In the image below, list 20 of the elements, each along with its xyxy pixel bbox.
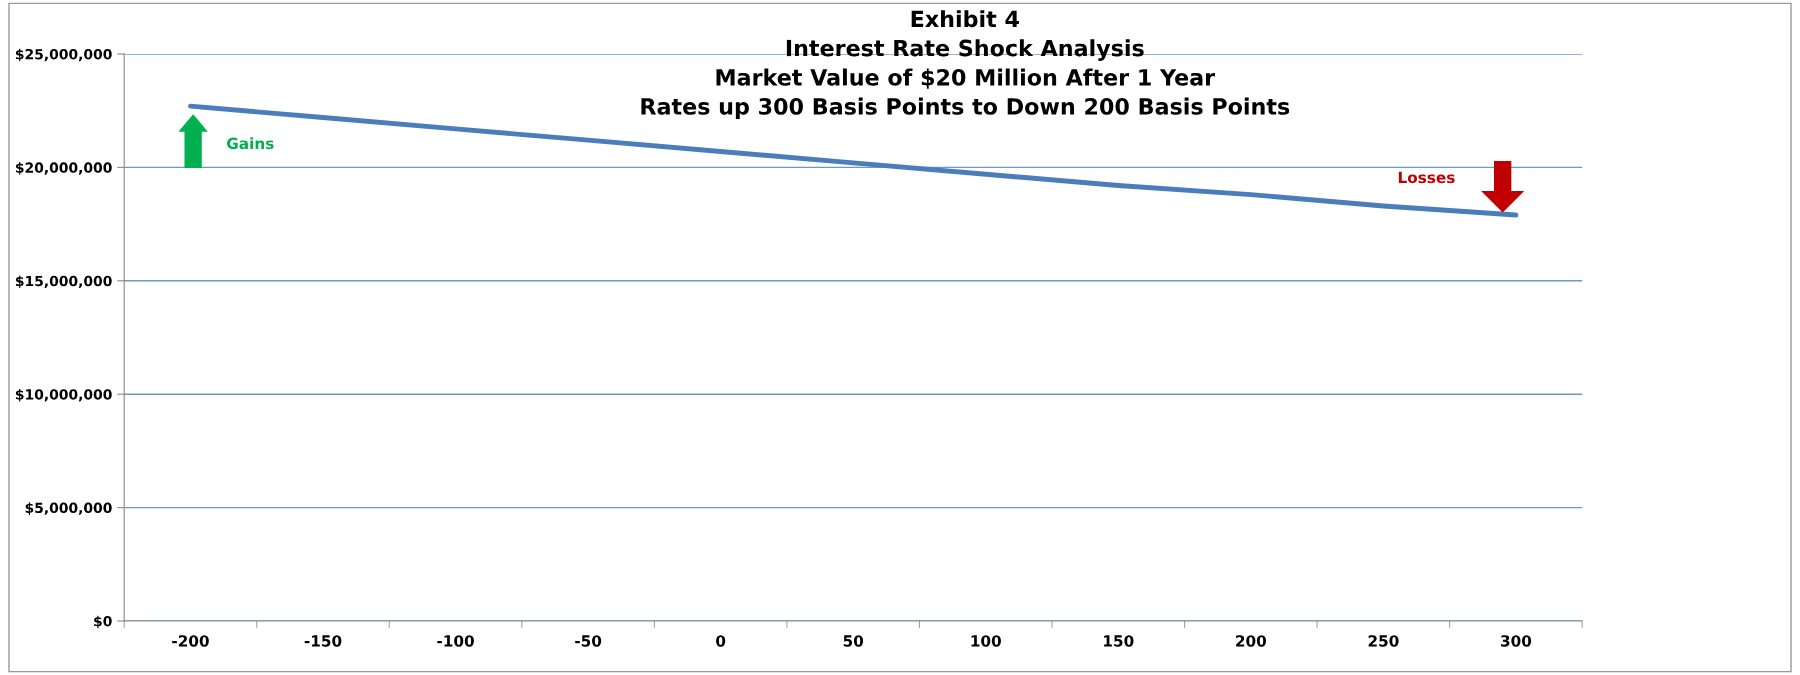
x-tick-label: 300 [1501, 635, 1532, 647]
annotation: Gains [227, 137, 274, 150]
y-tick-label: $15,000,000 [15, 275, 112, 289]
x-tick-label: 100 [971, 635, 1001, 647]
x-tick-label: 0 [716, 635, 726, 647]
y-tick-label: $25,000,000 [15, 48, 112, 62]
y-tick-label: $10,000,000 [15, 388, 112, 402]
x-tick-label: -50 [575, 635, 602, 647]
chart-title: Exhibit 4 Interest Rate Shock Analysis Market Value of $20 Million After 1 Year Rates up 300 Basis Points to Down 200 Basis Points [641, 10, 1290, 120]
x-tick-label: -100 [437, 635, 474, 647]
y-tick-label: $5,000,000 [25, 502, 112, 515]
y-tick-label: $20,000,000 [15, 162, 112, 175]
x-tick-label: 200 [1236, 635, 1267, 647]
annotation: Losses [1398, 171, 1455, 184]
x-tick-label: -200 [172, 635, 209, 647]
x-tick-label: -150 [304, 635, 342, 647]
x-tick-label: 250 [1368, 635, 1399, 647]
y-tick-label: $0 [94, 615, 112, 629]
x-tick-label: 150 [1104, 635, 1134, 647]
x-tick-label: 50 [843, 635, 864, 647]
